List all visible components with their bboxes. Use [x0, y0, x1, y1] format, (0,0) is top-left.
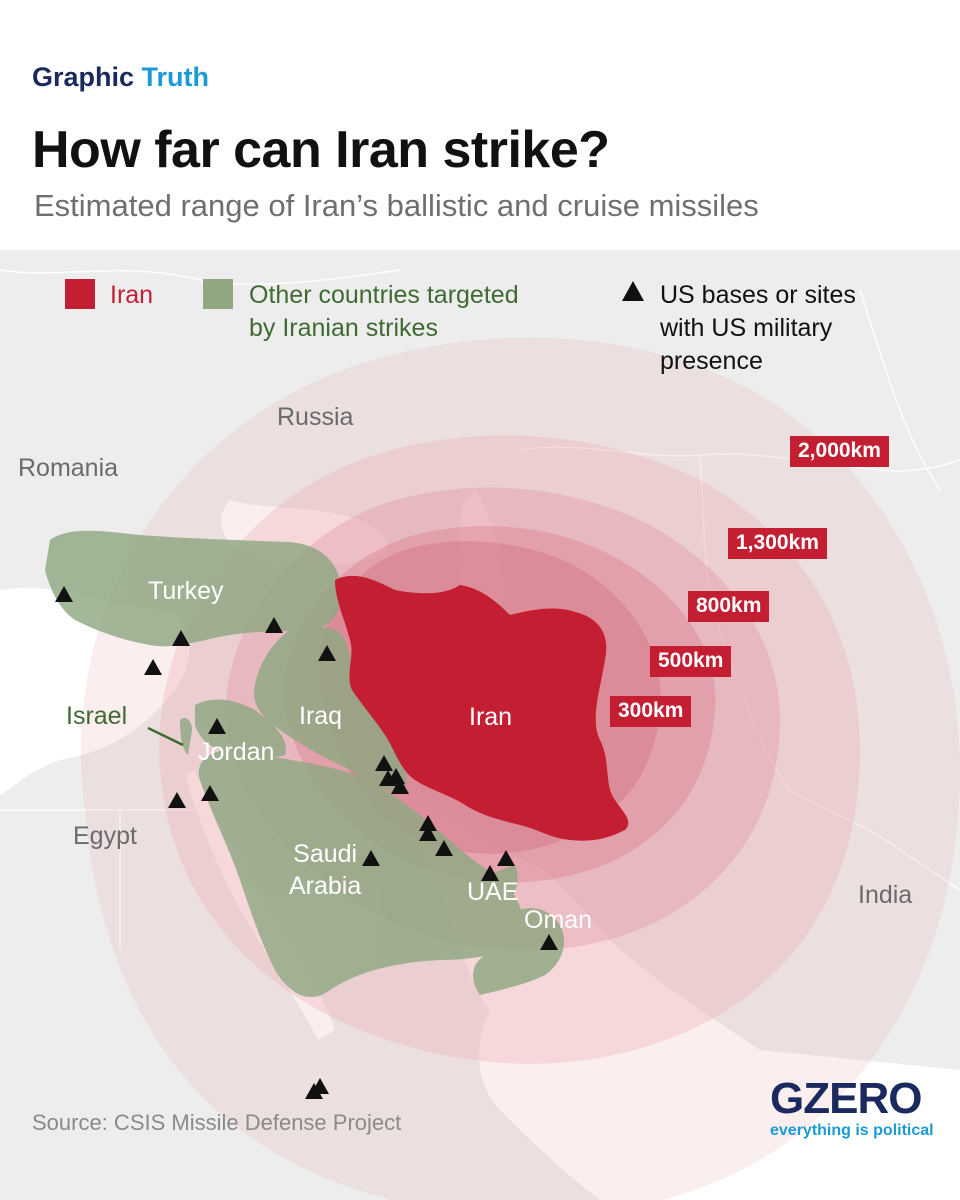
oman-shape — [473, 908, 565, 995]
triangle-icon — [55, 586, 73, 602]
triangle-icon — [265, 617, 283, 633]
legend-targeted-swatch — [203, 279, 233, 309]
label-jordan: Jordan — [198, 738, 275, 766]
triangle-icon — [362, 850, 380, 866]
triangle-icon — [172, 630, 190, 646]
turkey-shape — [45, 530, 342, 647]
label-israel: Israel — [66, 702, 128, 730]
label-russia: Russia — [277, 403, 354, 431]
source-note: Source: CSIS Missile Defense Project — [32, 1110, 402, 1135]
israel-shape — [180, 718, 192, 755]
triangle-icon — [622, 281, 644, 301]
triangle-icon — [208, 718, 226, 734]
label-saudi-arabia: Saudi Arabia — [289, 838, 361, 902]
page-subtitle: Estimated range of Iran’s ballistic and … — [34, 188, 759, 223]
page-title: How far can Iran strike? — [32, 121, 610, 179]
label-iraq: Iraq — [299, 702, 343, 730]
map: Iran Other countries targeted by Iranian… — [0, 250, 960, 1200]
label-uae: UAE — [467, 878, 519, 906]
range-badge-300: 300km — [610, 696, 692, 727]
range-badge-1300: 1,300km — [728, 528, 827, 559]
legend-iran-label: Iran — [110, 281, 154, 309]
jordan-shape — [195, 699, 286, 758]
triangle-icon — [311, 1078, 329, 1094]
uae-shape — [460, 865, 518, 903]
label-india: India — [858, 881, 913, 909]
range-badge-500: 500km — [650, 646, 732, 677]
kicker-graphic: Graphic — [32, 62, 135, 92]
legend-us-line1: US bases or sites — [660, 281, 856, 309]
country-borders — [0, 269, 960, 950]
legend-targeted-line2: by Iranian strikes — [249, 314, 438, 342]
triangle-icon — [144, 659, 162, 675]
legend-targeted-label: Other countries targeted by Iranian stri… — [249, 279, 519, 345]
triangle-icon — [435, 840, 453, 856]
arabian-sea — [385, 785, 960, 1200]
triangle-icon — [201, 785, 219, 801]
label-iran: Iran — [469, 703, 513, 731]
label-saudi-line2: Arabia — [289, 872, 362, 900]
gzero-logo: GZERO everything is political — [770, 1076, 934, 1140]
targeted-countries — [45, 530, 565, 998]
iran-shape — [335, 575, 629, 841]
label-oman: Oman — [524, 906, 593, 934]
range-badge-2000: 2,000km — [790, 436, 889, 467]
triangle-icon — [375, 755, 393, 771]
header: Graphic Truth How far can Iran strike? E… — [0, 0, 960, 250]
label-egypt: Egypt — [73, 822, 137, 850]
legend-us-line2: with US military — [660, 314, 833, 342]
saudi-arabia-shape — [198, 750, 524, 998]
triangle-icon — [419, 815, 437, 831]
label-turkey: Turkey — [148, 577, 224, 605]
kicker: Graphic Truth — [32, 62, 209, 93]
kicker-truth: Truth — [141, 62, 210, 92]
legend-iran-swatch — [65, 279, 95, 309]
logo-tagline: everything is political — [770, 1122, 934, 1139]
legend-us-bases-label: US bases or sites with US military prese… — [660, 279, 856, 378]
triangle-icon — [419, 825, 437, 841]
triangle-icon — [481, 865, 499, 881]
legend-us-line3: presence — [660, 347, 763, 375]
label-saudi-line1: Saudi — [293, 840, 358, 868]
triangle-icon — [391, 778, 409, 794]
map-canvas — [0, 250, 960, 1200]
triangle-icon — [540, 934, 558, 950]
us-base-markers — [55, 586, 558, 1099]
label-romania: Romania — [18, 454, 119, 482]
iraq-shape — [254, 627, 407, 792]
israel-pointer-line — [147, 726, 184, 747]
legend-targeted-line1: Other countries targeted — [249, 281, 519, 309]
range-badge-800: 800km — [688, 591, 770, 622]
logo-wordmark: GZERO — [770, 1074, 922, 1123]
triangle-icon — [318, 645, 336, 661]
triangle-icon — [168, 792, 186, 808]
triangle-icon — [497, 850, 515, 866]
